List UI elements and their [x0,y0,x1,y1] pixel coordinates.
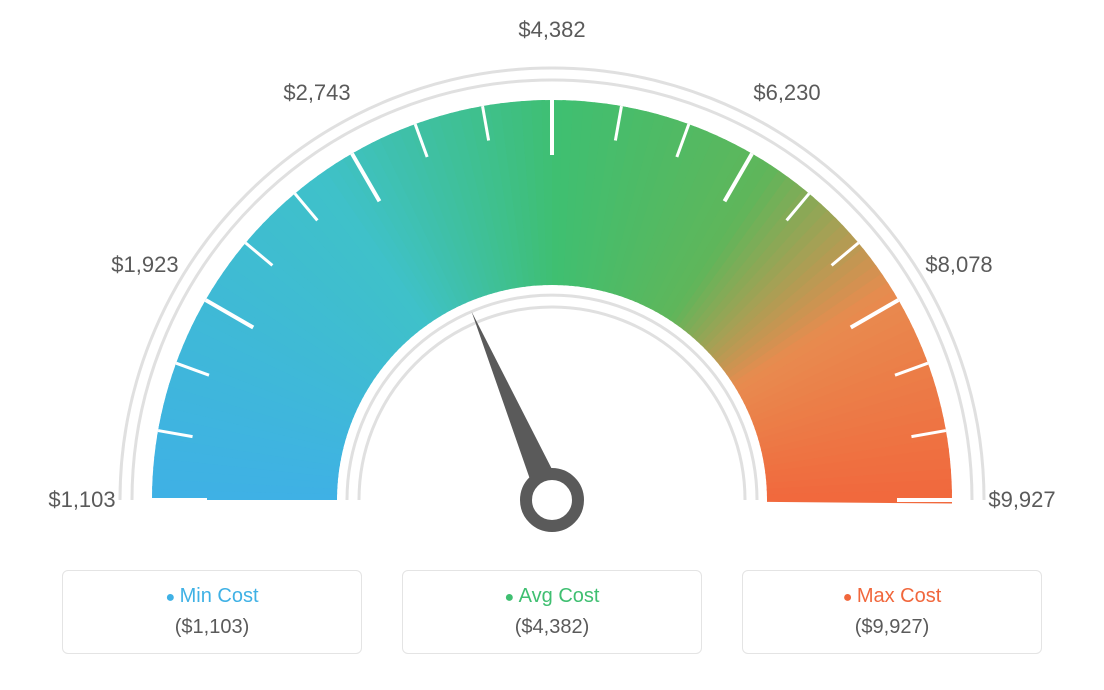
gauge-tick-label: $4,382 [518,17,585,43]
gauge-tick-label: $9,927 [988,487,1055,513]
legend-min-title: Min Cost [89,585,335,608]
legend-min-value: ($1,103) [89,616,335,639]
legend-max-title: Max Cost [769,585,1015,608]
legend-card-min: Min Cost ($1,103) [62,570,362,654]
gauge-tick-label: $1,103 [48,487,115,513]
legend-avg-title: Avg Cost [429,585,675,608]
legend-card-max: Max Cost ($9,927) [742,570,1042,654]
legend-avg-value: ($4,382) [429,616,675,639]
legend-card-avg: Avg Cost ($4,382) [402,570,702,654]
gauge-tick-label: $8,078 [925,252,992,278]
legend-max-value: ($9,927) [769,616,1015,639]
gauge-tick-label: $6,230 [753,80,820,106]
gauge-chart: $1,103 $1,923 $2,743 $4,382 $6,230 $8,078 $9,9… [20,20,1084,550]
gauge-tick-label: $1,923 [111,252,178,278]
gauge-tick-label: $2,743 [283,80,350,106]
gauge-hub [526,474,578,526]
legend-row: Min Cost ($1,103) Avg Cost ($4,382) Max … [20,570,1084,654]
gauge-svg [20,20,1084,550]
